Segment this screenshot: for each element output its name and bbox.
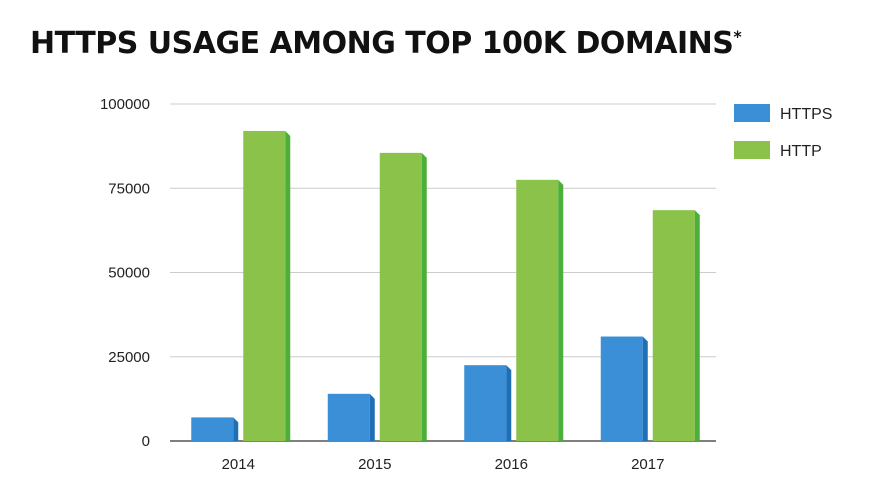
bar-side [285,130,291,441]
legend: HTTPS HTTP [734,104,832,160]
bar-side [506,365,512,441]
bar-face [243,130,286,441]
x-tick-label: 2016 [495,456,528,473]
bar-side [233,417,239,441]
legend-item-http: HTTP [734,141,822,160]
bars [191,130,700,442]
bar-side [558,179,564,441]
bar-side [421,152,427,442]
bar-face [600,336,643,441]
bar-http-2014 [243,130,291,441]
bar-face [652,210,695,441]
bar-http-2015 [379,152,427,442]
y-tick-label: 100000 [100,96,150,113]
legend-swatch [734,104,770,122]
y-tick-label: 75000 [108,180,150,197]
x-tick-label: 2015 [358,456,391,473]
y-tick-label: 25000 [108,349,150,366]
y-tick-label: 0 [142,433,150,450]
title-footnote-mark: * [733,27,742,46]
y-tick-label: 50000 [108,265,150,282]
legend-item-https: HTTPS [734,104,832,123]
bar-https-2017 [600,336,648,441]
chart-title: HTTPS USAGE AMONG TOP 100K DOMAINS* [30,26,742,61]
bar-side [369,393,375,441]
bar-face [464,365,507,441]
bar-http-2016 [516,179,564,441]
bar-https-2014 [191,417,239,441]
x-tick-label: 2017 [631,456,664,473]
bar-face [516,179,559,441]
bar-https-2016 [464,365,512,441]
bar-face [327,393,370,441]
legend-label: HTTP [780,143,822,160]
legend-label: HTTPS [780,106,832,123]
bar-face [379,152,422,442]
x-axis-ticks: 2014 2015 2016 2017 [222,456,665,473]
x-tick-label: 2014 [222,456,255,473]
bar-face [191,417,234,441]
bar-side [694,210,700,441]
bar-side [642,336,648,441]
y-axis-ticks: 0 25000 50000 75000 100000 [100,96,150,450]
bar-http-2017 [652,210,700,441]
legend-swatch [734,141,770,159]
bar-https-2015 [327,393,375,441]
